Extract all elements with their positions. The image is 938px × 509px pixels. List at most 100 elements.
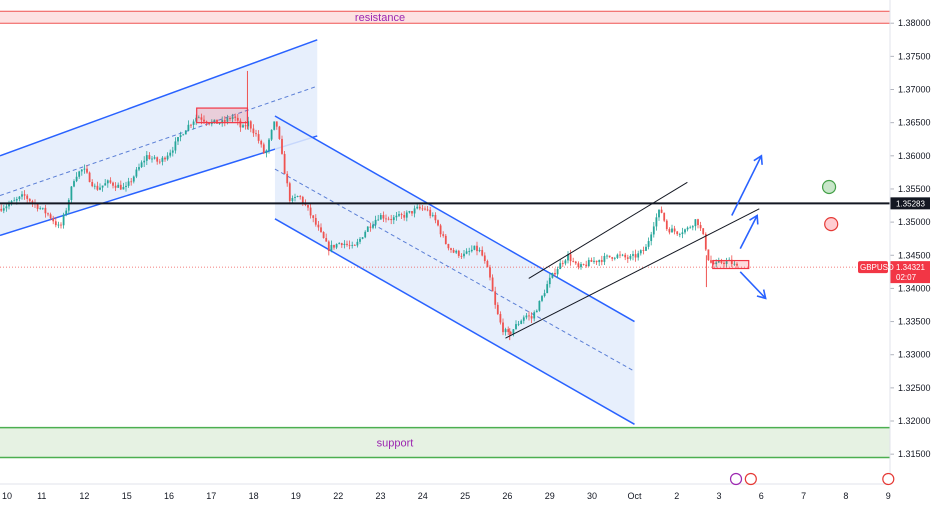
price-tick-label: 1.32000 [898,416,931,426]
candle [117,182,120,188]
candle-body [242,125,244,128]
candle [613,256,616,261]
candle [260,139,263,148]
price-tick-label: 1.36000 [898,151,931,161]
candle-body [348,244,351,246]
candle [647,237,650,250]
candle [408,210,411,214]
candle [624,252,627,261]
candle [286,171,289,187]
highlight-box-1 [712,259,750,270]
candle [143,156,146,167]
candle-body [715,262,718,265]
candle-body [429,209,432,216]
bar-countdown-label: 02:07 [896,273,917,282]
candle [309,203,312,219]
candle-body [689,227,692,229]
symbol-badge [858,261,888,274]
candle [660,206,663,214]
candle [686,226,689,232]
candle-body [684,229,686,233]
candle [730,255,733,268]
candle [507,326,510,335]
candle-body [426,209,429,211]
resistance-zone [0,11,890,24]
candle-body [36,203,39,209]
price-tick-label: 1.36500 [898,118,931,128]
candle-body [452,249,455,253]
candle-body [80,169,83,172]
candle [234,113,237,122]
candle [327,240,330,256]
candle-body [660,209,663,213]
candle-body [390,218,393,221]
candle [184,130,187,135]
candle-body [525,315,528,318]
candle-body [398,214,400,216]
candle-body [733,263,736,265]
candle [369,222,372,232]
candle [62,212,65,229]
candle [619,251,621,259]
candle-body [177,137,179,142]
candle-body [691,226,694,228]
candle-body [351,244,354,246]
candle-body [184,130,187,135]
candle [41,207,44,210]
descending-channel-lower [274,218,635,425]
candle-body [470,249,473,252]
candle [2,204,5,214]
projection-arrow-0 [731,154,763,216]
candle [691,225,694,231]
candle-body [580,264,582,268]
candle [192,119,195,130]
candle-body [619,254,621,256]
candle [164,156,166,162]
candle-body [135,169,138,177]
candle-body [296,196,299,198]
candle [231,113,234,123]
candle [442,231,445,238]
candle [39,206,42,210]
candle-body [535,310,538,313]
candle-body [418,206,421,209]
candle [44,204,47,218]
candle [80,168,83,176]
candle [265,149,268,158]
price-axis[interactable]: 1.38000 1.37500 1.37000 1.36500 1.36000 1.355… [858,18,931,459]
current-price-badge [890,261,930,284]
candle [236,113,239,126]
candle-body [434,214,437,221]
candle [608,255,611,258]
candle [525,312,528,320]
candle [439,223,442,238]
price-tick-label: 1.32500 [898,383,931,393]
candle [564,259,567,266]
price-tick-label: 1.31500 [898,449,931,459]
candle-body [561,263,564,265]
candle [473,245,476,251]
time-tick-label: 7 [801,491,806,501]
candle [639,249,642,256]
candle [637,250,640,261]
candle [702,228,705,236]
candle [499,311,502,325]
candle [455,249,458,255]
candle [351,241,354,249]
candle [377,214,380,221]
candle-body [182,134,185,136]
candle [567,251,569,264]
candle [104,178,107,186]
candle [587,257,590,267]
time-axis[interactable]: 10 11 12 15 16 17 18 19 22 23 24 25 26 29 30 Oct 2 3 6 7 8 9 [0,0,895,501]
economic-event-icon-0 [729,472,743,486]
candle-body [473,245,476,250]
candle-body [522,317,525,321]
candle-body [515,324,517,330]
candle-body [366,226,369,232]
candle-body [23,194,26,196]
price-tick-label: 1.33500 [898,317,931,327]
candle-body [239,120,242,128]
candle-body [707,249,710,261]
